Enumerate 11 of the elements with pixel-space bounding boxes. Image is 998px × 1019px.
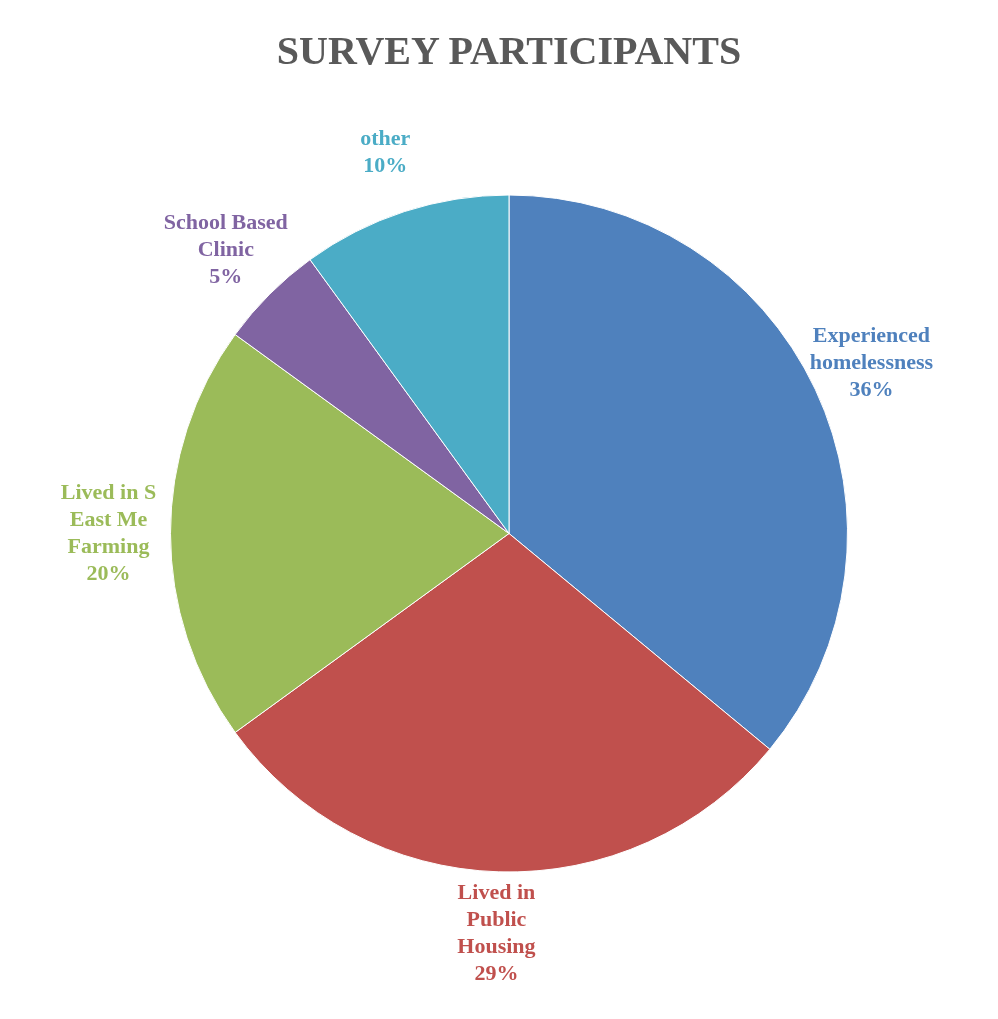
data-label: 36%	[849, 375, 894, 401]
data-label: 29%	[474, 959, 519, 985]
data-label: 5%	[209, 262, 243, 288]
slice-label: Lived in Public Housing	[457, 878, 536, 958]
slice-label: Lived in S East Me Farming	[60, 478, 157, 558]
slice-label: other	[360, 124, 411, 150]
slice-label: Experienced homelessness	[809, 321, 934, 374]
slice-label: School Based Clinic	[163, 208, 288, 261]
chart-title: SURVEY PARTICIPANTS	[276, 28, 742, 74]
data-label: 20%	[86, 559, 131, 585]
data-label: 10%	[363, 151, 408, 177]
